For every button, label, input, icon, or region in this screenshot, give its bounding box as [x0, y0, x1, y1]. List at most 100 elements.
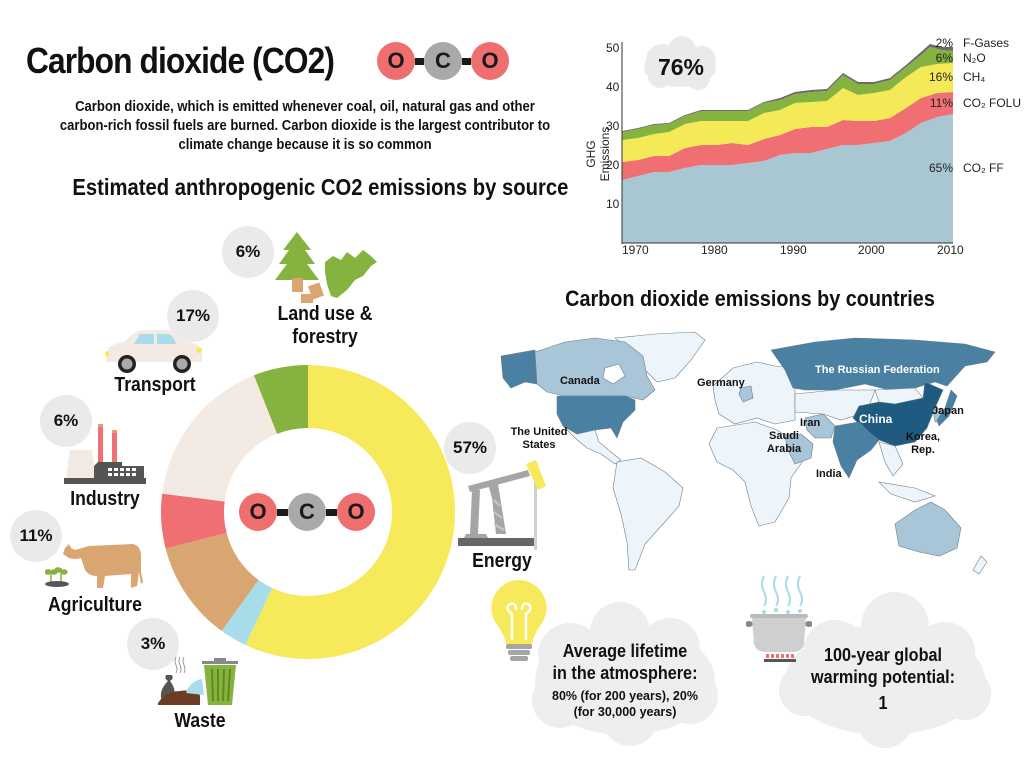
lifetime-fact: Average lifetime in the atmosphere: 80% … [527, 640, 723, 720]
series-co2-folu [622, 92, 953, 180]
source-donut-chart [161, 365, 456, 659]
boiling-pot-icon [746, 575, 812, 662]
map-label-russia: The Russian Federation [815, 364, 940, 376]
world-map [500, 331, 996, 575]
chart-annotation-76: 76% [657, 54, 705, 80]
map-russia [770, 337, 996, 391]
map-south-america [612, 457, 684, 571]
map-mexico [562, 425, 622, 465]
y-tick: 30 [606, 119, 620, 133]
oxygen-atom: O [471, 42, 509, 80]
series-f-gases [622, 44, 953, 132]
gwp-fact: 100-year global warming potential: 1 [788, 644, 978, 714]
donut-segment-land-use [253, 365, 308, 434]
map-india [832, 421, 880, 479]
carbon-atom: C [288, 493, 326, 531]
donut-segment-agriculture [165, 532, 259, 631]
x-tick: 1970 [622, 243, 649, 257]
oxygen-atom: O [239, 493, 277, 531]
map-label-us: The United States [510, 426, 568, 451]
map-japan [936, 389, 958, 427]
gwp-title-line2: warming potential: [810, 667, 955, 687]
series-n2o [622, 47, 953, 140]
y-tick: 10 [606, 197, 620, 211]
area-chart-plot [621, 36, 953, 244]
map-saudi-arabia [784, 433, 814, 465]
map-title: Carbon dioxide emissions by countries [565, 286, 935, 311]
lifetime-value-line1: 80% (for 200 years), 20% [552, 689, 698, 703]
x-tick: 2010 [937, 243, 964, 257]
industry-label: Industry [70, 488, 140, 510]
map-label-korea: Korea, Rep. [905, 431, 941, 456]
transport-label: Transport [114, 374, 196, 396]
land-use-label: Land use & forestry [277, 303, 373, 348]
oil-pump-icon [458, 460, 546, 550]
intro-paragraph: Carbon dioxide, which is emitted wheneve… [59, 99, 551, 153]
map-alaska [500, 349, 538, 389]
factory-icon [64, 424, 146, 484]
legend-name-co2-ff: CO₂ FF [963, 161, 1004, 175]
transport-pct: 17% [167, 290, 219, 342]
legend-pct-co2-folu: 11% [929, 96, 953, 110]
bond [462, 57, 471, 65]
donut-segment-transport [162, 375, 278, 502]
donut-center-molecule-icon: O C O [239, 493, 375, 531]
x-tick: 1990 [780, 243, 807, 257]
legend-pct-n2o: 6% [935, 51, 953, 65]
page-title: Carbon dioxide (CO2) [26, 40, 335, 81]
ghg-area-chart: 76% GHG Emissions 10 20 30 40 50 1970 19… [584, 30, 1024, 260]
map-label-india: India [816, 468, 842, 480]
donut-segment-waste [221, 580, 273, 645]
series-ch4 [622, 63, 953, 162]
trash-can-icon [158, 656, 238, 705]
gwp-title-line1: 100-year global [824, 645, 942, 665]
map-usa [556, 395, 636, 439]
energy-label: Energy [472, 550, 532, 572]
map-label-saudi-arabia: Saudi Arabia [766, 430, 802, 455]
lifetime-title-line1: Average lifetime [562, 641, 688, 661]
cloud-annotation-icon [644, 36, 716, 90]
map-australia [894, 501, 962, 557]
land-use-pct: 6% [222, 226, 274, 278]
bond [326, 508, 337, 516]
legend-name-ch4: CH₄ [963, 70, 986, 84]
y-tick: 20 [606, 158, 620, 172]
bond [277, 508, 288, 516]
lifetime-title-line2: in the atmosphere: [552, 663, 698, 683]
waste-pct: 3% [127, 618, 179, 670]
oxygen-atom: O [337, 493, 375, 531]
car-icon [105, 330, 202, 373]
bond [415, 57, 424, 65]
gwp-cloud-shape [779, 592, 991, 748]
donut-segment-energy [245, 365, 456, 659]
map-europe [712, 361, 796, 425]
map-germany [738, 385, 754, 403]
agriculture-pct: 11% [10, 510, 62, 562]
oxygen-atom: O [377, 42, 415, 80]
cow-icon [45, 544, 143, 588]
map-label-germany: Germany [697, 377, 745, 389]
donut-segment-industry [161, 493, 227, 549]
lightbulb-icon [491, 580, 547, 661]
energy-pct: 57% [444, 422, 496, 474]
legend-name-n2o: N₂O [963, 51, 986, 65]
map-canada [534, 337, 656, 401]
series-co2-ff [622, 114, 953, 243]
map-label-canada: Canada [560, 375, 600, 387]
legend-pct-co2-ff: 65% [928, 161, 953, 175]
trees-icon [275, 232, 377, 303]
legend-name-f-gases: F-Gases [963, 36, 1010, 50]
y-tick: 40 [606, 80, 620, 94]
legend-pct-f-gases: 2% [935, 36, 953, 50]
map-label-iran: Iran [800, 417, 821, 429]
waste-label: Waste [174, 710, 226, 732]
carbon-atom: C [424, 42, 462, 80]
y-tick: 50 [606, 41, 620, 55]
map-label-japan: Japan [932, 405, 964, 417]
map-label-china: China [859, 412, 893, 426]
map-africa [708, 421, 806, 527]
agriculture-label: Agriculture [48, 594, 142, 616]
co2-molecule-icon: O C O [377, 42, 509, 80]
lifetime-value-line2: (for 30,000 years) [573, 705, 677, 719]
x-tick: 1980 [701, 243, 728, 257]
